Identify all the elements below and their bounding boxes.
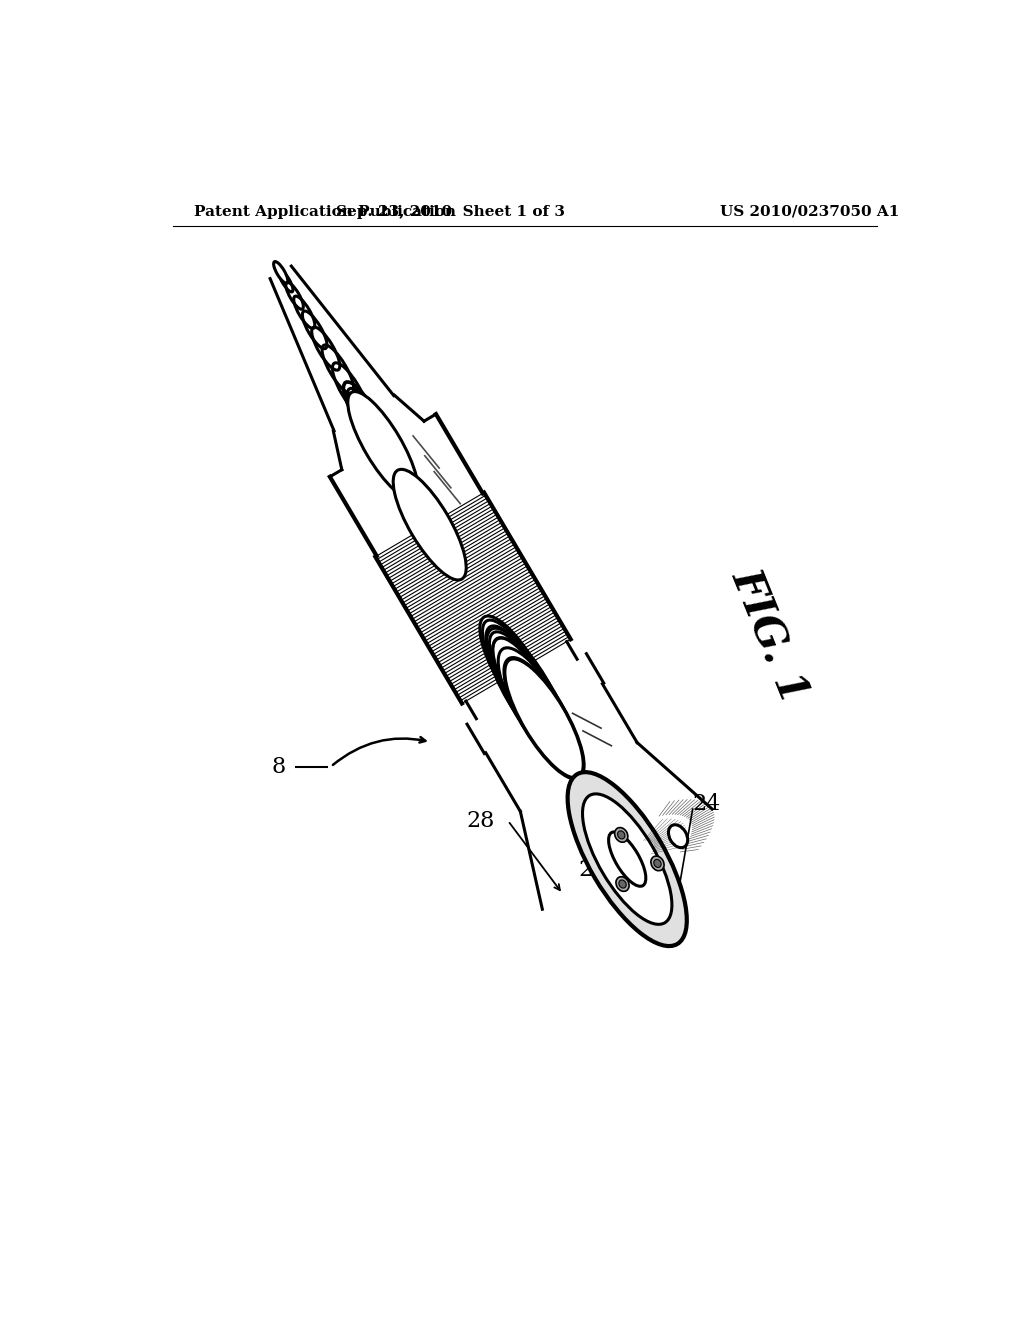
Text: 8: 8	[271, 755, 286, 777]
Text: 14: 14	[586, 825, 614, 847]
Text: 28: 28	[467, 809, 495, 832]
Text: US 2010/0237050 A1: US 2010/0237050 A1	[720, 205, 899, 219]
Text: 24: 24	[692, 792, 721, 814]
Ellipse shape	[505, 659, 584, 777]
Text: Sep. 23, 2010  Sheet 1 of 3: Sep. 23, 2010 Sheet 1 of 3	[336, 205, 564, 219]
Text: FIG. 1: FIG. 1	[724, 562, 815, 709]
Ellipse shape	[614, 828, 628, 842]
Ellipse shape	[567, 772, 687, 946]
Text: 26: 26	[579, 859, 606, 880]
Ellipse shape	[273, 261, 288, 284]
Ellipse shape	[616, 876, 629, 891]
Ellipse shape	[393, 470, 466, 579]
Ellipse shape	[651, 857, 665, 871]
Ellipse shape	[583, 793, 672, 924]
Ellipse shape	[653, 859, 662, 867]
Ellipse shape	[348, 392, 418, 499]
Ellipse shape	[669, 825, 688, 847]
Ellipse shape	[608, 832, 646, 886]
Ellipse shape	[480, 616, 553, 727]
Ellipse shape	[618, 880, 627, 888]
Ellipse shape	[617, 830, 625, 840]
Text: Patent Application Publication: Patent Application Publication	[194, 205, 456, 219]
